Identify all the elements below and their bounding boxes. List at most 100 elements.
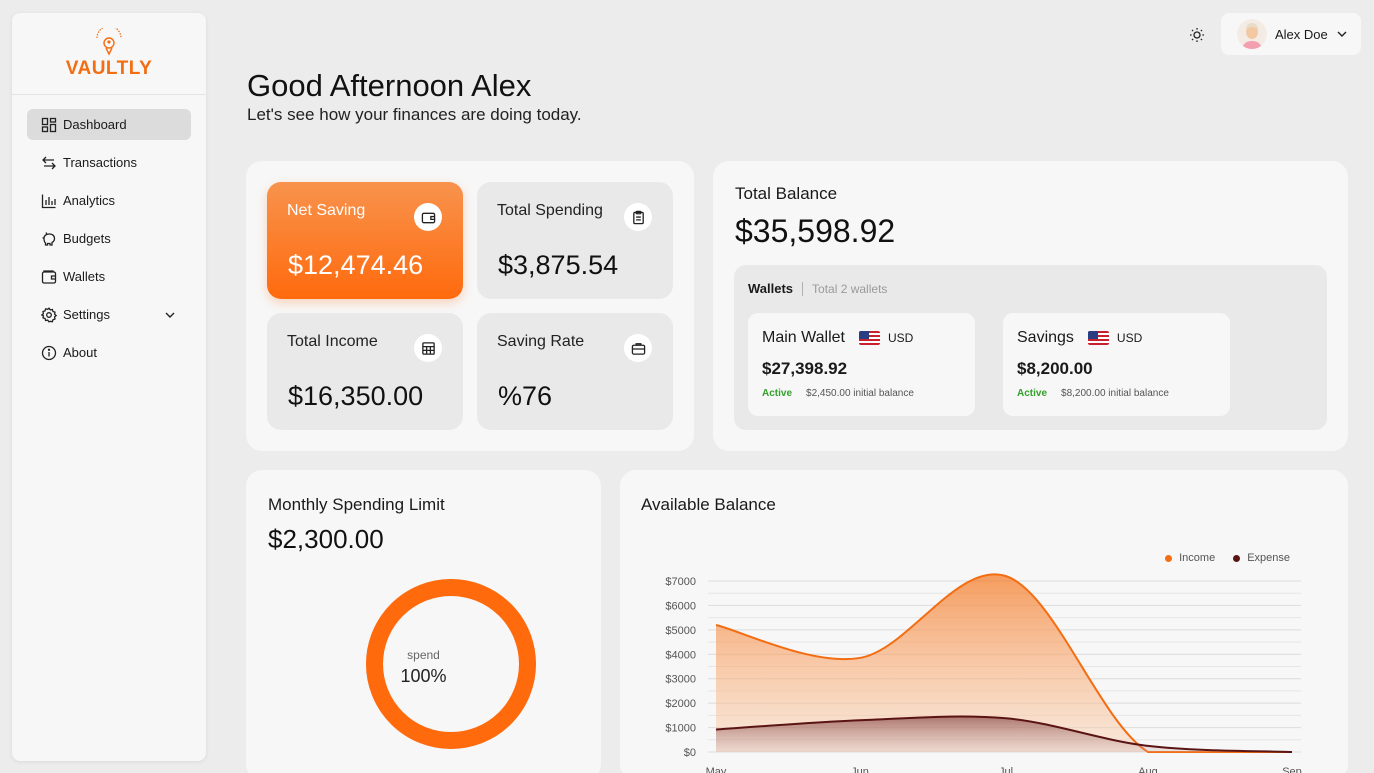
wallet-icon bbox=[41, 269, 57, 284]
divider bbox=[802, 281, 804, 296]
page-title: Good Afternoon Alex bbox=[247, 68, 532, 103]
wallet-amount: $8,200.00 bbox=[1017, 359, 1093, 378]
status-badge: Active bbox=[762, 388, 793, 399]
chevron-down-icon bbox=[1337, 31, 1347, 37]
sidebar-item-label: Settings bbox=[63, 307, 110, 322]
sun-icon bbox=[1190, 28, 1204, 42]
y-tick-label: $2000 bbox=[665, 698, 696, 710]
sidebar-item-label: About bbox=[63, 345, 97, 360]
card-value: $3,875.54 bbox=[498, 250, 619, 280]
bar-chart-icon bbox=[41, 194, 56, 208]
wallet-initial-balance: $8,200.00 initial balance bbox=[1061, 388, 1169, 399]
chart-legend: Income Expense bbox=[1147, 552, 1290, 564]
sidebar: VAULTLY Dashboard Transactions Analytics… bbox=[12, 13, 206, 761]
wallet-initial-balance: $2,450.00 initial balance bbox=[806, 388, 914, 399]
wallet-name: Main Wallet bbox=[762, 329, 845, 346]
spending-ring-arc bbox=[366, 579, 536, 749]
series-line-expense[interactable] bbox=[715, 715, 1293, 753]
net-saving-card[interactable]: Net Saving $12,474.46 bbox=[267, 182, 463, 299]
chevron-down-icon[interactable] bbox=[163, 308, 177, 322]
card-value: %76 bbox=[498, 381, 553, 411]
wallets-header: Wallets Total 2 wallets bbox=[748, 281, 887, 296]
theme-toggle-button[interactable] bbox=[1187, 25, 1207, 45]
wallets-section: Wallets Total 2 wallets Main Wallet USD … bbox=[734, 265, 1327, 430]
spending-limit-panel: Monthly Spending Limit $2,300.00 spend 1… bbox=[246, 470, 601, 773]
chart-title: Available Balance bbox=[641, 495, 776, 514]
legend-dot bbox=[1233, 554, 1241, 562]
card-label: Total Spending bbox=[497, 202, 603, 219]
sidebar-item-transactions[interactable]: Transactions bbox=[27, 147, 191, 178]
x-tick-label: Aug bbox=[1138, 766, 1158, 773]
legend-item-income[interactable]: Income bbox=[1165, 552, 1215, 564]
card-value: $16,350.00 bbox=[288, 381, 424, 411]
x-tick-label: May bbox=[706, 766, 727, 773]
sidebar-item-label: Wallets bbox=[63, 269, 106, 284]
available-balance-panel: Available Balance Income Expense $7000 $6… bbox=[620, 470, 1348, 773]
y-tick-label: $0 bbox=[684, 747, 696, 759]
sidebar-item-wallets[interactable]: Wallets bbox=[27, 261, 191, 292]
legend-item-expense[interactable]: Expense bbox=[1233, 552, 1290, 564]
user-name: Alex Doe bbox=[1275, 26, 1328, 42]
sidebar-nav: Dashboard Transactions Analytics Budgets… bbox=[12, 95, 206, 368]
arrows-swap-icon bbox=[42, 156, 56, 169]
stats-panel: Net Saving $12,474.46 Total Spending $3,… bbox=[246, 161, 694, 451]
wallet-card-main[interactable]: Main Wallet USD $27,398.92 Active $2,450… bbox=[748, 313, 975, 416]
x-tick-label: Jul bbox=[999, 766, 1013, 773]
y-tick-label: $1000 bbox=[665, 723, 696, 735]
total-balance-value: $35,598.92 bbox=[735, 213, 896, 249]
sidebar-item-dashboard[interactable]: Dashboard bbox=[27, 109, 191, 140]
ring-value: 100% bbox=[400, 666, 447, 686]
total-income-card[interactable]: Total Income $16,350.00 bbox=[267, 313, 463, 430]
ring-caption: spend bbox=[407, 648, 440, 662]
gear-icon bbox=[41, 306, 57, 323]
sidebar-item-label: Analytics bbox=[63, 193, 116, 208]
status-badge: Active bbox=[1017, 388, 1048, 399]
sidebar-item-label: Budgets bbox=[63, 231, 111, 246]
building-icon bbox=[414, 334, 442, 362]
legend-dot bbox=[1165, 554, 1173, 562]
info-icon bbox=[41, 345, 57, 360]
us-flag-icon bbox=[1087, 331, 1109, 345]
total-balance-label: Total Balance bbox=[735, 184, 838, 203]
card-value: $12,474.46 bbox=[288, 250, 424, 280]
dashboard-grid-icon bbox=[41, 117, 57, 132]
saving-rate-card[interactable]: Saving Rate %76 bbox=[477, 313, 673, 430]
sidebar-item-label: Dashboard bbox=[63, 117, 127, 132]
y-tick-label: $6000 bbox=[665, 600, 696, 612]
area-chart: $7000 $6000 $5000 $4000 $3000 $2000 $1000 $0 May… bbox=[665, 573, 1302, 773]
y-tick-label: $3000 bbox=[665, 674, 696, 686]
x-tick-label: Jun bbox=[851, 766, 869, 773]
wallet-currency: USD bbox=[1116, 331, 1143, 345]
sidebar-item-budgets[interactable]: Budgets bbox=[27, 223, 191, 254]
total-spending-card[interactable]: Total Spending $3,875.54 bbox=[477, 182, 673, 299]
sidebar-item-settings[interactable]: Settings bbox=[27, 299, 191, 330]
wallets-count: Total 2 wallets bbox=[812, 281, 888, 296]
sidebar-item-analytics[interactable]: Analytics bbox=[27, 185, 191, 216]
us-flag-icon bbox=[858, 331, 880, 345]
sidebar-item-about[interactable]: About bbox=[27, 337, 191, 368]
legend-label: Income bbox=[1179, 552, 1216, 564]
card-label: Net Saving bbox=[287, 202, 366, 219]
y-tick-label: $5000 bbox=[665, 625, 696, 637]
spending-limit-label: Monthly Spending Limit bbox=[268, 495, 445, 514]
x-tick-label: Sep bbox=[1282, 766, 1302, 773]
avatar bbox=[1237, 19, 1267, 49]
card-label: Saving Rate bbox=[497, 333, 585, 350]
series-area-expense bbox=[716, 716, 1292, 752]
wallet-icon bbox=[414, 203, 442, 231]
y-tick-label: $4000 bbox=[665, 649, 696, 661]
total-balance-panel: Total Balance $35,598.92 Wallets Total 2… bbox=[713, 161, 1348, 451]
series-area-income bbox=[716, 574, 1292, 752]
spending-limit-value: $2,300.00 bbox=[268, 524, 384, 554]
wallet-name: Savings bbox=[1017, 329, 1074, 346]
brand-name: VAULTLY bbox=[65, 57, 153, 79]
user-menu-button[interactable]: Alex Doe bbox=[1221, 13, 1361, 55]
briefcase-icon bbox=[624, 334, 652, 362]
clipboard-icon bbox=[624, 203, 652, 231]
wallets-title: Wallets bbox=[748, 281, 794, 296]
brand-logo[interactable]: VAULTLY bbox=[12, 13, 206, 95]
logo-emblem-icon bbox=[96, 27, 122, 56]
wallet-card-savings[interactable]: Savings USD $8,200.00 Active $8,200.00 i… bbox=[1003, 313, 1230, 416]
sidebar-item-label: Transactions bbox=[63, 155, 137, 170]
legend-label: Expense bbox=[1247, 552, 1290, 564]
